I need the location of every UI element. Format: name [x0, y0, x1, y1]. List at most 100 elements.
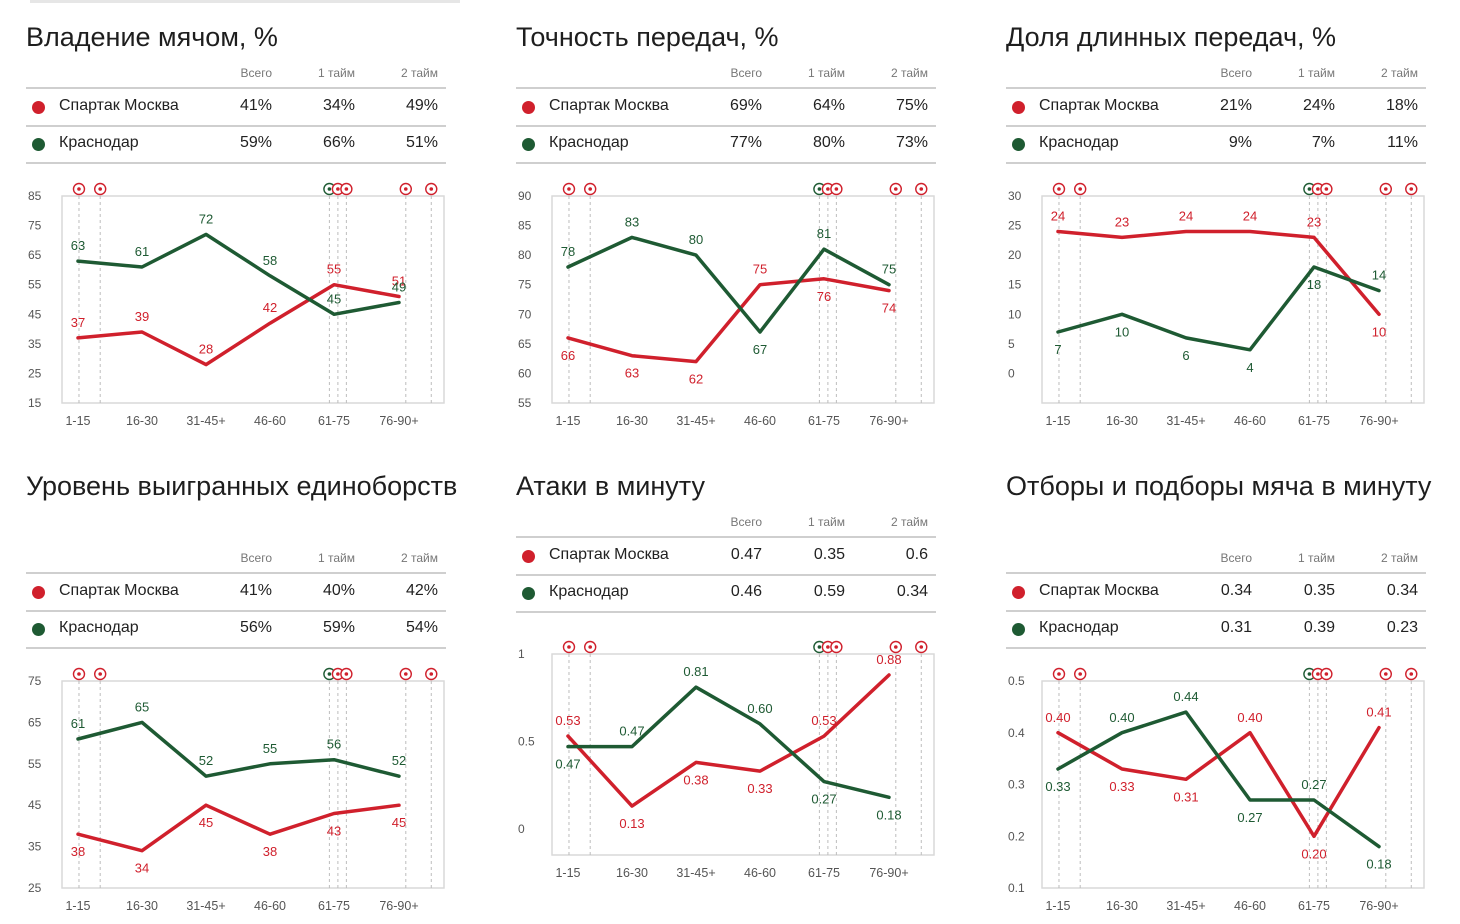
team-name: Краснодар [1039, 134, 1119, 151]
line-chart: 1 0.5 0 0.53 0.13 0.38 0.33 0.53 0.88 0.47 0.47 0.8… [518, 640, 935, 880]
team-color-dot [32, 101, 45, 114]
team-name: Спартак Москва [549, 97, 669, 114]
series-line [76, 282, 401, 367]
data-label: 0.47 [619, 724, 644, 739]
series-line [566, 673, 891, 808]
table-row: Спартак Москва 41% 34% 49% [26, 90, 446, 124]
line-chart: 30 25 20 15 10 5 0 24 23 24 24 23 10 7 10 6 4 18 14 1-15 16-… [1008, 182, 1425, 428]
ball-icon-center [567, 187, 571, 191]
data-label: 81 [817, 226, 831, 241]
y-tick-label: 0 [518, 822, 525, 836]
y-tick-label: 0 [1008, 366, 1015, 380]
data-label: 10 [1372, 324, 1386, 339]
x-tick-label: 76-90+ [869, 414, 908, 428]
ball-icon-center [567, 645, 571, 649]
team-color-dot [1012, 101, 1025, 114]
divider [26, 647, 446, 649]
ball-icon-center [1078, 672, 1082, 676]
table-header: Всего 1 тайм 2 тайм [516, 515, 936, 531]
ball-icon-center [1057, 672, 1061, 676]
ball-icon-center [817, 645, 822, 649]
header-half2: 2 тайм [1381, 551, 1418, 565]
divider [1006, 610, 1426, 612]
header-half1: 1 тайм [808, 66, 845, 80]
chart-title: Отборы и подборы мяча в минуту [1006, 471, 1432, 501]
ball-icon-center [1324, 187, 1329, 191]
x-tick-label: 16-30 [616, 414, 648, 428]
data-label: 65 [135, 699, 149, 714]
divider [516, 611, 936, 613]
header-total: Всего [1220, 66, 1252, 80]
ball-icon-center [826, 187, 830, 191]
header-half2: 2 тайм [891, 66, 928, 80]
plot-frame [61, 680, 445, 889]
y-tick-label: 65 [518, 337, 532, 351]
ball-icon-center [336, 672, 340, 676]
chart-title: Доля длинных передач, % [1006, 22, 1337, 52]
chart-title: Владение мячом, % [26, 22, 278, 52]
data-label: 52 [392, 753, 406, 768]
y-tick-label: 55 [28, 757, 42, 771]
value-half1: 0.39 [1303, 619, 1335, 636]
y-tick-label: 25 [28, 881, 42, 895]
ball-icon-center [98, 672, 102, 676]
team-name: Краснодар [549, 583, 629, 600]
data-label: 24 [1051, 208, 1065, 223]
ball-icon-center [327, 187, 332, 191]
ball-icon-center [817, 187, 822, 191]
value-half2: 75% [895, 97, 928, 114]
ball-icon-center [919, 187, 924, 191]
data-label: 4 [1246, 360, 1253, 375]
data-label: 76 [817, 289, 831, 304]
value-half1: 24% [1302, 97, 1335, 114]
data-label: 42 [263, 300, 277, 315]
data-label: 80 [689, 232, 703, 247]
value-half2: 11% [1387, 134, 1418, 151]
chart-title: Атаки в минуту [516, 471, 705, 501]
y-tick-label: 35 [28, 840, 42, 854]
y-tick-label: 35 [28, 337, 42, 351]
data-label: 58 [263, 253, 277, 268]
x-tick-label: 1-15 [65, 414, 90, 428]
value-half2: 42% [405, 582, 438, 599]
data-label: 6 [1182, 348, 1189, 363]
data-label: 0.60 [747, 701, 772, 716]
data-label: 56 [327, 737, 341, 752]
data-label: 51 [392, 274, 406, 289]
data-label: 61 [71, 716, 85, 731]
divider [1006, 162, 1426, 164]
data-label: 66 [561, 348, 575, 363]
data-label: 0.40 [1045, 710, 1070, 725]
data-label: 0.40 [1109, 710, 1134, 725]
y-tick-label: 90 [518, 189, 532, 203]
x-tick-label: 46-60 [744, 866, 776, 880]
header-total: Всего [1220, 551, 1252, 565]
data-label: 0.38 [683, 772, 708, 787]
y-tick-label: 15 [1008, 278, 1022, 292]
data-label: 24 [1243, 208, 1257, 223]
header-half2: 2 тайм [891, 515, 928, 529]
team-color-dot [522, 101, 535, 114]
x-tick-label: 1-15 [1045, 414, 1070, 428]
header-half1: 1 тайм [1298, 66, 1335, 80]
header-half1: 1 тайм [1298, 551, 1335, 565]
value-half2: 54% [405, 619, 438, 636]
x-tick-label: 46-60 [744, 414, 776, 428]
ball-icon-center [834, 187, 839, 191]
x-tick-label: 31-45+ [1166, 899, 1205, 913]
series-line [76, 803, 401, 853]
data-label: 38 [71, 844, 85, 859]
x-tick-label: 61-75 [1298, 414, 1330, 428]
y-tick-label: 0.3 [1008, 778, 1025, 792]
table-header: Всего 1 тайм 2 тайм [1006, 551, 1426, 567]
plot-frame [1041, 195, 1425, 404]
table-row: Краснодар 59% 66% 51% [26, 127, 446, 161]
ball-icon-center [1078, 187, 1082, 191]
ball-icon-center [894, 645, 898, 649]
data-label: 67 [753, 342, 767, 357]
data-label: 0.27 [1301, 777, 1326, 792]
value-half1: 0.35 [813, 546, 845, 563]
x-tick-label: 1-15 [1045, 899, 1070, 913]
ball-icon-center [1057, 187, 1061, 191]
ball-icon-center [1307, 187, 1312, 191]
